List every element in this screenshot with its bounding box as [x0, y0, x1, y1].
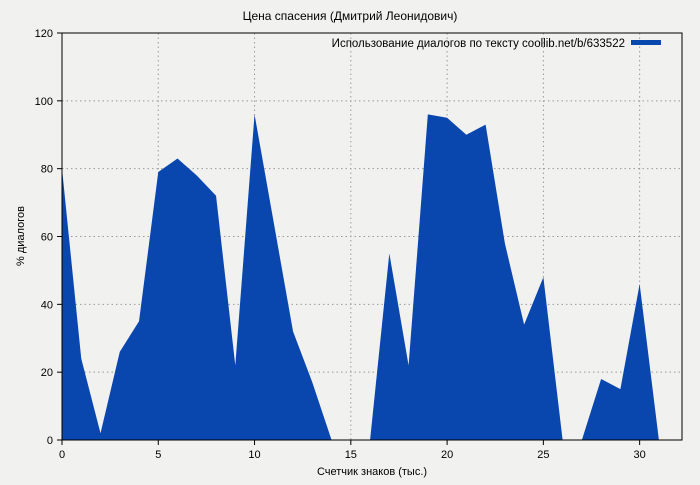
- y-axis-label: % диалогов: [15, 206, 27, 266]
- y-tick-label: 80: [41, 164, 53, 176]
- x-tick-label: 25: [537, 449, 549, 461]
- x-axis-label: Счетчик знаков (тыс.): [317, 466, 427, 478]
- legend-label: Использование диалогов по тексту coollib…: [332, 38, 625, 50]
- y-tick-label: 100: [35, 96, 53, 108]
- x-tick-label: 5: [155, 449, 161, 461]
- x-tick-label: 15: [345, 449, 357, 461]
- x-tick-label: 10: [248, 449, 260, 461]
- area-series: [62, 114, 659, 441]
- y-tick-label: 20: [41, 367, 53, 379]
- x-tick-label: 30: [634, 449, 646, 461]
- x-tick-label: 20: [441, 449, 453, 461]
- y-tick-label: 40: [41, 299, 53, 311]
- y-tick-label: 120: [35, 28, 53, 40]
- chart-title: Цена спасения (Дмитрий Леонидович): [243, 9, 458, 23]
- y-tick-label: 0: [47, 435, 53, 447]
- x-tick-label: 0: [59, 449, 65, 461]
- y-tick-label: 60: [41, 232, 53, 244]
